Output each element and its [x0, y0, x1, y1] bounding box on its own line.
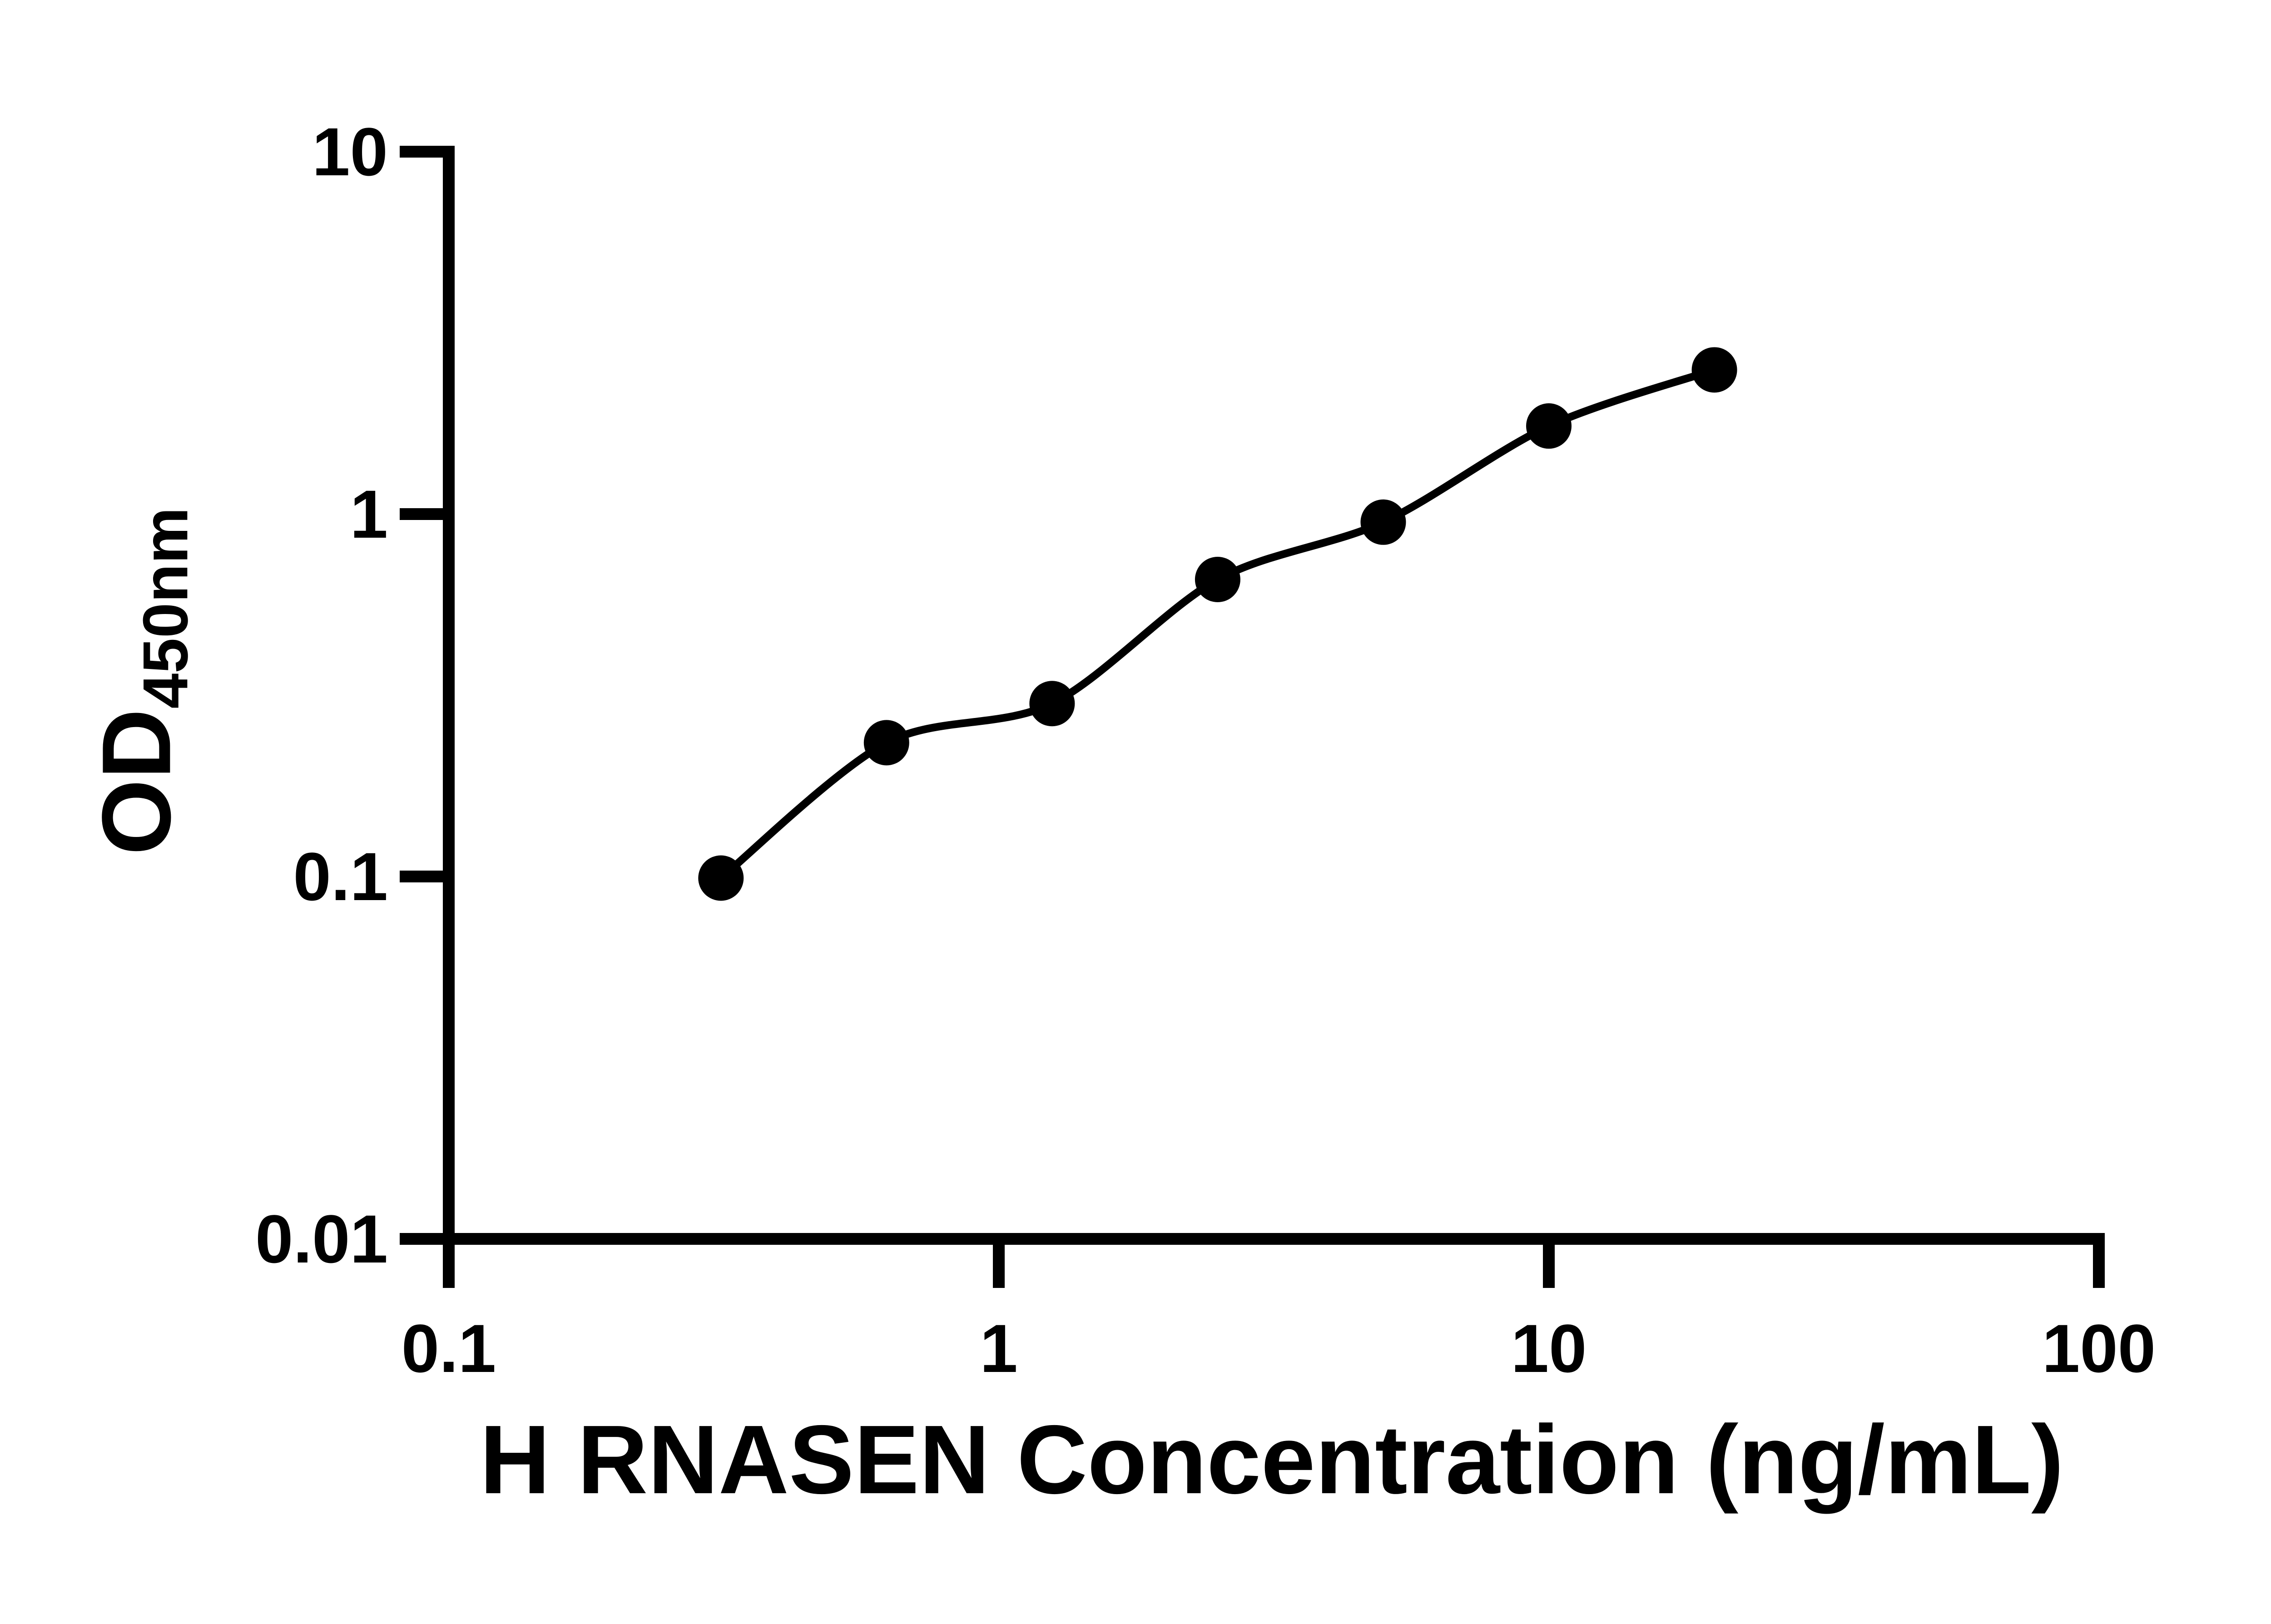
- x-axis-tick-label: 0.1: [401, 1310, 496, 1386]
- x-axis-tick-label: 10: [1511, 1310, 1587, 1386]
- data-point-marker: [863, 720, 909, 766]
- series-data-points: [698, 347, 1737, 901]
- series-line: [717, 366, 1719, 882]
- data-point-marker: [1360, 499, 1406, 545]
- y-axis-title: OD450nm: [80, 507, 201, 856]
- y-axis-title-subscript: 450nm: [129, 507, 201, 709]
- x-axis-tick-label: 1: [980, 1310, 1018, 1386]
- data-point-marker: [1195, 557, 1240, 603]
- data-point-marker: [1691, 347, 1737, 393]
- axes-lines: [443, 146, 2105, 1245]
- data-point-marker: [698, 855, 744, 901]
- y-axis-tick-label: 10: [312, 114, 388, 190]
- y-axis-tick-label: 0.1: [293, 838, 388, 915]
- y-axis-tick-label: 0.01: [255, 1201, 388, 1277]
- series-fit-line: [717, 366, 1719, 882]
- x-axis-title: H RNASEN Concentration (ng/mL): [480, 1405, 2064, 1514]
- axis-ticks: [400, 146, 2105, 1288]
- data-point-marker: [1526, 403, 1572, 449]
- y-axis-title-main: OD: [81, 708, 191, 856]
- x-axis-tick-label: 100: [2042, 1310, 2156, 1386]
- data-point-marker: [1029, 681, 1075, 727]
- y-axis-tick-label: 1: [350, 476, 388, 552]
